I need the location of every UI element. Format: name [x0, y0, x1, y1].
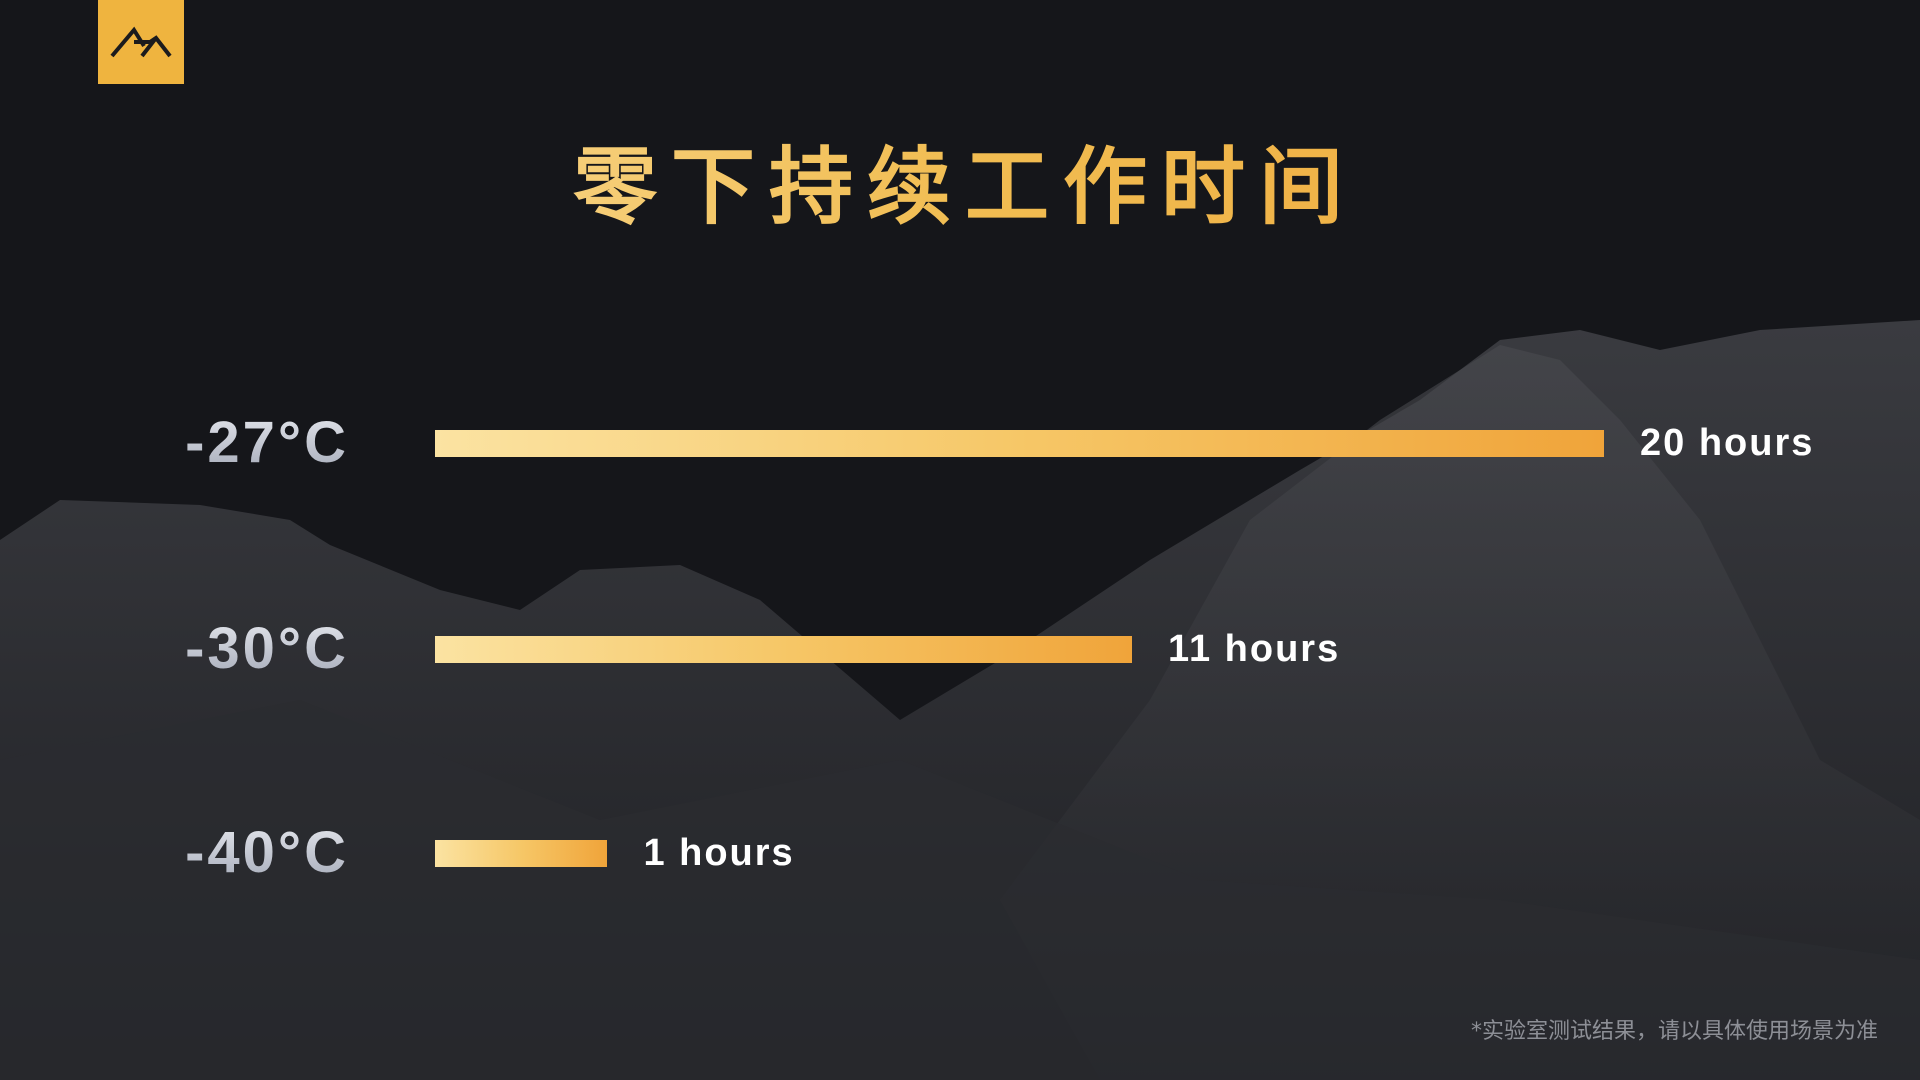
bar	[435, 430, 1604, 457]
value-label: 1 hours	[643, 832, 795, 874]
category-label: -40°C	[185, 820, 349, 885]
category-label: -30°C	[185, 616, 349, 681]
bar	[435, 636, 1132, 663]
bar	[435, 840, 608, 867]
brand-logo	[98, 0, 184, 84]
mountain-logo-icon	[110, 26, 172, 58]
value-label: 20 hours	[1640, 422, 1815, 464]
value-label: 11 hours	[1167, 628, 1341, 670]
footnote: *实验室测试结果，请以具体使用场景为准	[1470, 1019, 1878, 1044]
category-label: -27°C	[185, 410, 349, 475]
chart-title: 零下持续工作时间	[0, 120, 1920, 241]
